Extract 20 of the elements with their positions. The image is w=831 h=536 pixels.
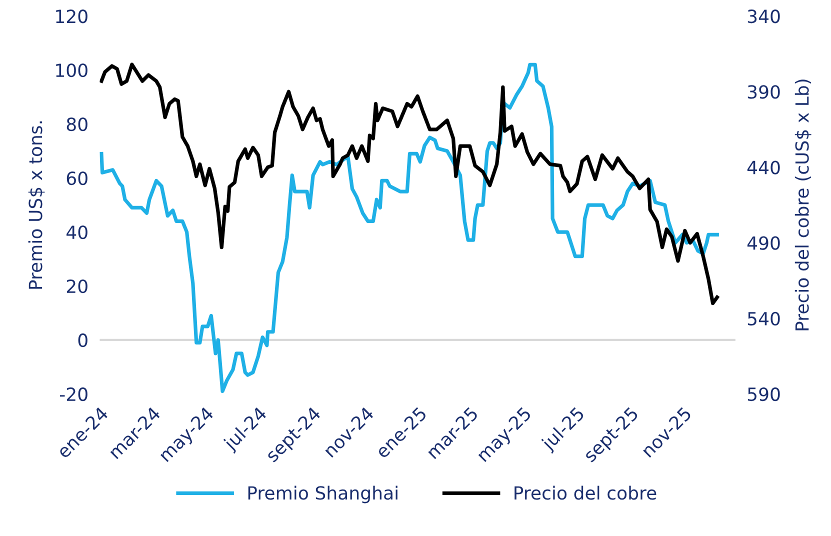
y-tick-label: 0	[78, 333, 88, 348]
y2-tick-label: 390	[748, 85, 780, 99]
y2-tick-label: 440	[747, 160, 780, 174]
y-tick-label: 60	[66, 171, 88, 186]
y-tick-label: 80	[66, 118, 88, 132]
y-tick-label: 40	[66, 225, 88, 240]
y2-tick-label: 540	[748, 312, 780, 326]
y-axis-title: Premio US$ x tons.	[28, 121, 45, 289]
y2-axis-title: Precio del cobre (cUS$ x Lb)	[794, 80, 812, 330]
y-tick-label: -20	[60, 387, 88, 402]
legend-label: Precio del cobre	[514, 486, 656, 500]
y2-tick-label: 590	[748, 387, 780, 402]
y-tick-label: 120	[56, 10, 88, 24]
y2-tick-label: 340	[748, 10, 780, 24]
legend-label: Premio Shanghai	[248, 486, 398, 504]
line-series	[100, 62, 719, 394]
line-series	[100, 62, 719, 306]
y2-tick-label: 490	[747, 236, 780, 250]
y-tick-label: 20	[66, 279, 88, 294]
y-tick-label: 100	[56, 64, 88, 78]
